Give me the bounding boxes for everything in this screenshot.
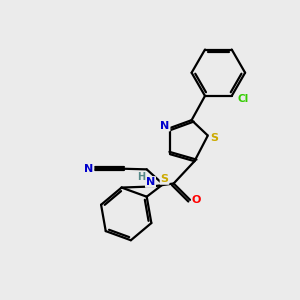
Text: Cl: Cl (237, 94, 249, 104)
Text: H: H (137, 172, 146, 182)
Text: N: N (84, 164, 93, 174)
Text: S: S (160, 174, 169, 184)
Text: N: N (146, 177, 155, 187)
Text: O: O (192, 195, 201, 205)
Text: N: N (160, 121, 170, 130)
Text: S: S (210, 133, 218, 143)
